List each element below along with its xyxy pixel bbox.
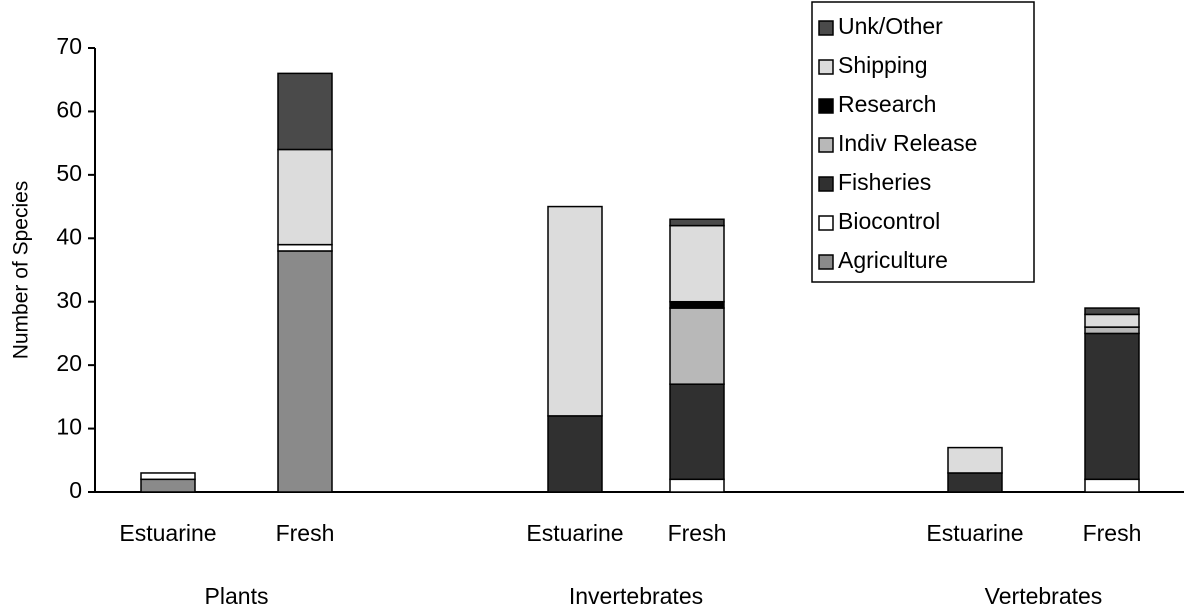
group-label: Invertebrates	[569, 583, 703, 609]
bar-segment	[547, 205, 603, 417]
bar-segment	[1084, 307, 1140, 316]
bar-segment	[1084, 478, 1140, 493]
x-tick-label: Estuarine	[526, 520, 623, 546]
bar-segment	[277, 72, 333, 151]
y-tick-label: 0	[69, 477, 82, 503]
bar-segment	[669, 218, 725, 227]
y-tick-label: 50	[56, 160, 82, 186]
legend-label: Biocontrol	[838, 208, 940, 234]
bar-segment	[277, 243, 333, 252]
y-tick-label: 60	[56, 97, 82, 123]
bar-segment	[1084, 332, 1140, 481]
x-tick-label: Fresh	[668, 520, 727, 546]
legend-label: Fisheries	[838, 169, 931, 195]
legend-swatch	[818, 20, 834, 36]
y-tick-label: 20	[56, 350, 82, 376]
legend-label: Research	[838, 91, 936, 117]
legend-swatch	[818, 254, 834, 270]
bar-segment	[669, 307, 725, 385]
legend-swatch	[818, 98, 834, 114]
x-tick-label: Estuarine	[926, 520, 1023, 546]
bar-segment	[277, 148, 333, 246]
legend-label: Agriculture	[838, 247, 948, 273]
bar-segment	[140, 472, 196, 481]
bar-segment	[669, 383, 725, 481]
group-label: Plants	[205, 583, 269, 609]
x-tick-label: Estuarine	[119, 520, 216, 546]
legend-label: Shipping	[838, 52, 928, 78]
legend-label: Unk/Other	[838, 13, 943, 39]
y-tick-label: 70	[56, 33, 82, 59]
legend	[811, 1, 1035, 283]
legend-swatch	[818, 59, 834, 75]
x-tick-label: Fresh	[1083, 520, 1142, 546]
group-label: Vertebrates	[985, 583, 1103, 609]
bar-segment	[947, 446, 1003, 474]
legend-swatch	[818, 215, 834, 231]
y-axis-label: Number of Species	[10, 181, 33, 360]
bar-segment	[547, 415, 603, 493]
bar-segment	[669, 224, 725, 303]
x-tick-label: Fresh	[276, 520, 335, 546]
bar-segment	[669, 478, 725, 493]
legend-swatch	[818, 137, 834, 153]
bar-segment	[669, 300, 725, 309]
legend-swatch	[818, 176, 834, 192]
y-tick-label: 10	[56, 414, 82, 440]
legend-label: Indiv Release	[838, 130, 977, 156]
y-tick-label: 30	[56, 287, 82, 313]
bar-segment	[1084, 313, 1140, 328]
bar-segment	[947, 472, 1003, 493]
y-tick-label: 40	[56, 223, 82, 249]
bar-segment	[277, 250, 333, 493]
bar-segment	[1084, 326, 1140, 335]
bar-segment	[140, 478, 196, 493]
